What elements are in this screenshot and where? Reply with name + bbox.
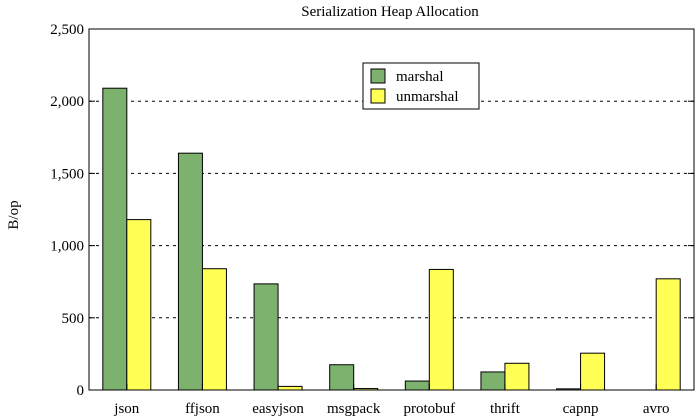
x-tick-label-avro: avro (643, 401, 670, 417)
legend: marshal unmarshal (362, 62, 480, 110)
bar-marshal-json (102, 87, 128, 391)
legend-label-unmarshal: unmarshal (396, 89, 458, 105)
bar-marshal-thrift (480, 371, 506, 391)
x-tick-label-msgpack: msgpack (327, 401, 381, 417)
y-tick-label: 2,500 (50, 22, 84, 38)
legend-label-marshal: marshal (396, 69, 443, 85)
y-tick-label: 500 (62, 311, 85, 327)
bar-unmarshal-easyjson (277, 385, 303, 391)
bar-unmarshal-avro (655, 278, 681, 391)
bar-marshal-msgpack (329, 364, 355, 391)
x-tick-label-easyjson: easyjson (252, 401, 304, 417)
x-tick-label-capnp: capnp (563, 401, 599, 417)
bar-unmarshal-ffjson (201, 268, 227, 391)
y-tick-label: 2,000 (50, 94, 84, 110)
plot-frame (88, 28, 695, 391)
y-tick-label: 0 (77, 383, 85, 399)
y-tick-label: 1,500 (50, 166, 84, 182)
x-tick-label-protobuf: protobuf (403, 401, 455, 417)
legend-swatch-marshal (370, 68, 386, 84)
bar-unmarshal-capnp (580, 352, 606, 391)
x-tick-label-thrift: thrift (490, 401, 521, 417)
bar-marshal-easyjson (253, 283, 279, 391)
bar-unmarshal-protobuf (428, 268, 454, 391)
bar-unmarshal-thrift (504, 362, 530, 391)
bar-unmarshal-json (126, 219, 152, 391)
y-tick-label: 1,000 (50, 239, 84, 255)
x-tick-label-json: json (113, 401, 140, 417)
x-tick-label-ffjson: ffjson (185, 401, 220, 417)
legend-swatch-unmarshal (370, 88, 386, 104)
bar-marshal-ffjson (177, 152, 203, 391)
chart-title: Serialization Heap Allocation (301, 4, 479, 20)
y-axis-label: B/op (6, 200, 22, 229)
bar-marshal-protobuf (404, 380, 430, 391)
bars (102, 87, 681, 391)
x-axis-labels: json ffjson easyjson msgpack protobuf thrift c… (113, 384, 670, 417)
